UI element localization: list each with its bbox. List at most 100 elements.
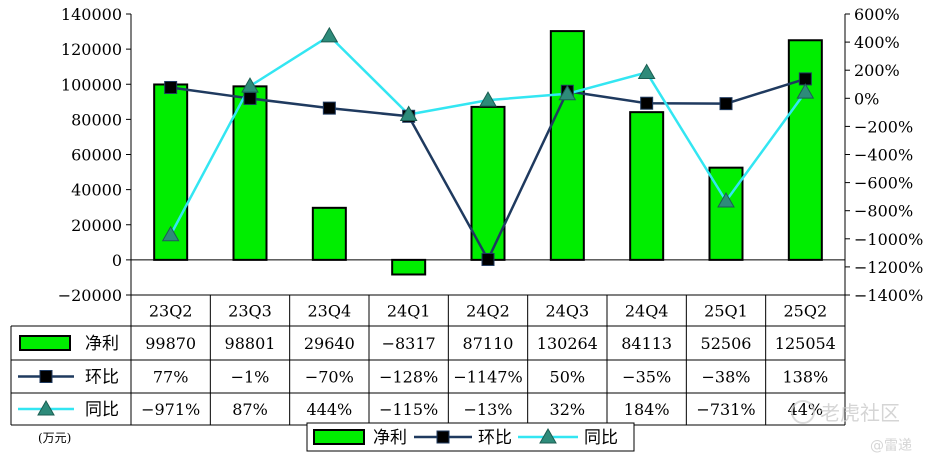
data-table-cell: 87% [232,400,268,419]
data-table-cell: 87110 [463,334,514,353]
y-right-tick-label: −200% [854,117,913,136]
row-header-label: 环比 [85,368,119,388]
legend: 净利 环比 同比 [306,422,635,452]
legend-key-marker [539,427,557,444]
y-right-tick-label: 600% [854,5,900,24]
data-table-cell: −8317 [382,334,436,353]
row-header-label: 净利 [85,334,119,354]
data-table-cell: −38% [702,368,751,387]
bar [391,258,427,276]
y-right-tick-label: −1000% [854,230,923,249]
bar [708,166,744,261]
bar [629,111,665,261]
y-left-ticks: −20000 0 20000 40000 60000 80000 100000 120000 1… [58,5,131,305]
category-label: 23Q2 [149,302,193,321]
data-table-cell: −971% [141,400,200,419]
y-left-tick-label: 80000 [71,110,122,129]
y-left-tick-label: 140000 [61,5,122,24]
data-table-cell: 130264 [537,334,598,353]
tongbi-marker [479,91,497,107]
data-table-cell: −1147% [453,368,522,387]
huanbi-marker [322,101,336,115]
row-key-marker [39,370,53,383]
y-left-tick-label: −20000 [58,286,122,305]
y-right-tick-label: 0% [854,89,879,108]
row-key-bar [19,335,71,351]
row-header-label: 同比 [85,400,119,420]
category-label: 24Q4 [625,302,669,321]
category-label: 24Q3 [546,302,590,321]
data-table-cell: −70% [305,368,354,387]
y-right-tick-label: 200% [854,61,900,80]
y-right-tick-label: 400% [854,33,900,52]
tongbi-marker [796,83,815,99]
data-table-cell: 29640 [304,334,355,353]
legend-label: 环比 [478,428,512,448]
huanbi-marker [164,80,178,94]
data-table-cell: −115% [379,400,438,419]
bar [549,30,585,261]
huanbi-marker [640,96,654,110]
category-label: 24Q2 [466,302,510,321]
y-right-tick-label: −1200% [854,258,923,277]
data-table-cell: −128% [379,368,438,387]
y-left-tick-label: 60000 [71,146,122,165]
data-table-cell: −1% [231,368,270,387]
huanbi-marker [481,252,495,266]
tongbi-marker [637,63,656,79]
y-right-tick-label: −800% [854,202,913,221]
legend-label: 净利 [373,428,407,448]
bar [311,206,347,261]
data-table-cell: 52506 [701,334,752,353]
data-table-cell: 99870 [145,334,196,353]
tongbi-marker [320,26,339,43]
tongbi-marker [399,105,418,121]
huanbi-marker [719,97,733,111]
y-left-tick-label: 100000 [61,75,122,94]
category-label: 25Q2 [784,302,828,321]
unit-label: (万元) [38,431,71,445]
y-left-tick-label: 0 [112,251,122,270]
y-right-tick-label: −400% [854,146,913,165]
category-label: 23Q4 [308,302,352,321]
data-table-cell: 77% [153,368,189,387]
data-table-cell: 125054 [775,334,836,353]
watermark-logo-icon [791,400,815,424]
bar [232,85,268,261]
tongbi-marker [558,84,577,101]
row-key-marker [37,399,55,416]
watermark-handle: @雷递 [870,438,912,454]
legend-label: 同比 [584,428,618,448]
huanbi-marker [243,91,257,105]
tongbi-markers [161,26,815,242]
tongbi-marker [241,77,259,93]
data-table-cell: 32% [550,400,586,419]
data-table-cell: −13% [464,400,513,419]
legend-key-bar [313,429,365,445]
category-label: 23Q3 [228,302,272,321]
watermark: 老虎社区 @雷递 [791,400,912,454]
y-right-ticks: −1400% −1200% −1000% −800% −600% −400% −200% 0%… [845,5,923,305]
data-table-cell: 184% [624,400,670,419]
data-table-cell: 138% [782,368,828,387]
category-label: 24Q1 [387,302,431,321]
bar [153,83,189,261]
y-left-tick-label: 120000 [61,40,122,59]
y-right-tick-label: −600% [854,174,913,193]
watermark-text: 老虎社区 [820,401,900,425]
data-table-cell: −731% [696,400,755,419]
data-table-cell: 50% [550,368,586,387]
tongbi-marker [161,225,180,242]
data-table: 23Q2 23Q3 23Q4 24Q1 24Q2 24Q3 24Q4 25Q1 25Q2 净利 99… [10,294,846,426]
y-left-tick-label: 20000 [71,216,122,235]
category-label: 25Q1 [704,302,748,321]
y-right-tick-label: −1400% [854,286,923,305]
data-table-cell: 98801 [225,334,276,353]
legend-key-marker [436,430,450,444]
y-left-tick-label: 40000 [71,181,122,200]
data-table-cell: 84113 [621,334,672,353]
tongbi-marker [717,191,735,208]
data-table-cell: −35% [622,368,671,387]
